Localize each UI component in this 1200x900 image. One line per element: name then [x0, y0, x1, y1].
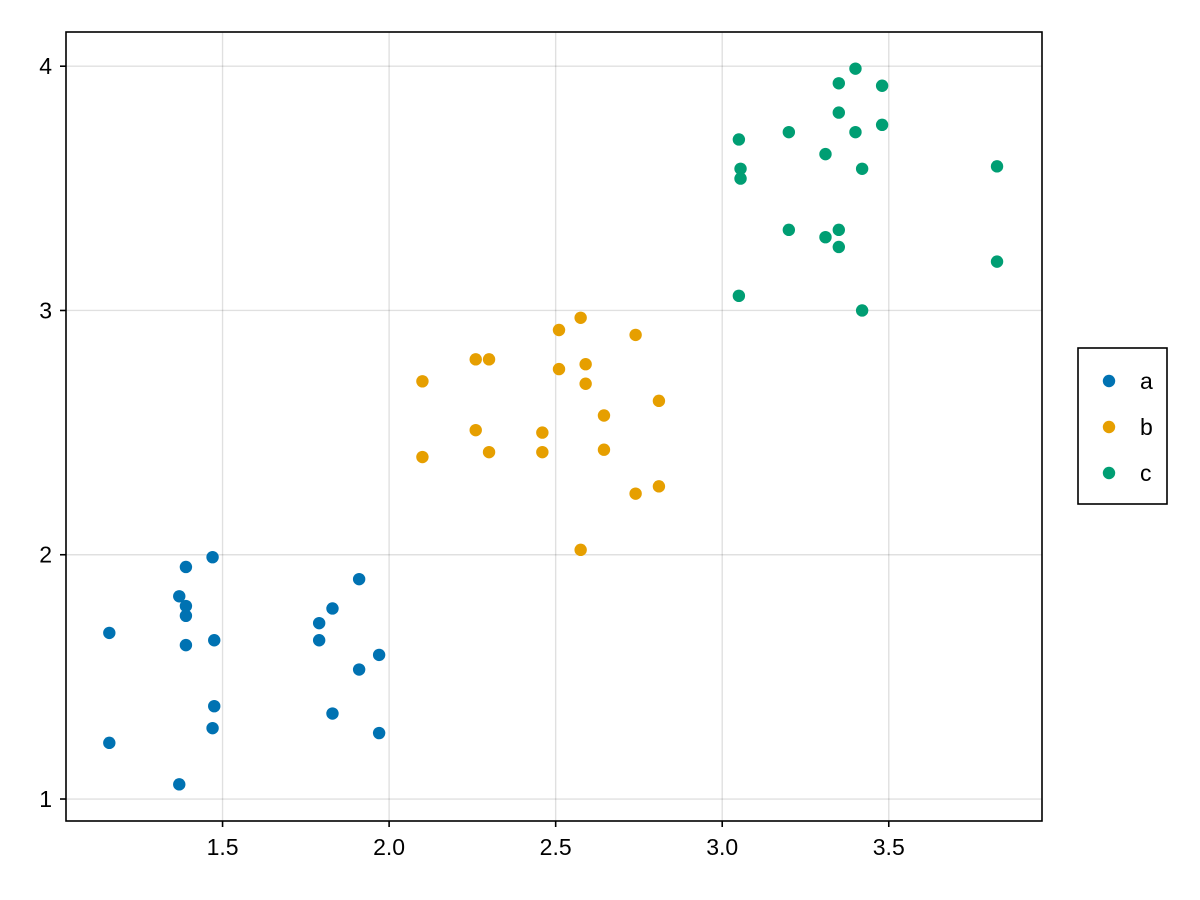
legend-frame: [1077, 347, 1168, 505]
point-series-a: [326, 602, 339, 615]
point-series-b: [482, 353, 496, 366]
point-series-c: [832, 223, 846, 237]
point-series-c: [732, 133, 746, 146]
point-series-c: [875, 118, 889, 132]
grid-lines: [66, 32, 1042, 821]
point-series-b: [629, 328, 642, 342]
point-series-b: [552, 362, 566, 376]
point-series-a: [352, 572, 366, 586]
point-series-c: [819, 230, 832, 244]
legend-label-a: a: [1140, 368, 1153, 394]
point-series-a: [372, 648, 386, 662]
point-series-a: [352, 663, 366, 676]
point-series-c: [875, 79, 889, 92]
point-series-b: [469, 423, 482, 437]
point-series-b: [536, 445, 549, 459]
x-tick-label: 3.5: [873, 834, 905, 860]
x-tick-label: 1.5: [207, 834, 239, 860]
point-series-a: [326, 707, 339, 720]
point-series-b: [652, 394, 666, 408]
x-tick-label: 3.0: [706, 834, 738, 860]
point-series-c: [832, 240, 846, 254]
point-series-a: [208, 634, 221, 647]
axis-ticks: 1.5 2.0 2.5 3.0 3.5 1 2 3 4: [39, 53, 905, 860]
plot-frame: [65, 31, 1043, 822]
point-series-c: [819, 147, 832, 161]
point-series-c: [734, 162, 747, 175]
legend-label-c: c: [1140, 460, 1152, 486]
point-series-c: [832, 77, 846, 90]
point-series-a: [179, 638, 193, 652]
y-tick-label: 4: [39, 53, 52, 79]
point-series-b: [597, 443, 611, 456]
point-series-b: [416, 375, 429, 388]
legend-marker-a: [1102, 374, 1116, 388]
point-series-a: [372, 726, 386, 740]
point-series-c: [849, 62, 862, 75]
point-series-a: [103, 626, 116, 640]
y-tick-label: 1: [39, 786, 52, 812]
point-series-a: [312, 634, 326, 647]
point-series-b: [652, 480, 666, 493]
y-tick-label: 2: [39, 542, 52, 568]
point-series-b: [469, 353, 482, 366]
point-series-a: [173, 778, 186, 791]
point-series-a: [173, 590, 186, 603]
point-series-c: [849, 125, 862, 139]
point-series-c: [732, 289, 746, 303]
point-series-b: [552, 323, 566, 337]
point-series-c: [782, 125, 796, 139]
point-series-a: [208, 699, 221, 713]
point-series-b: [536, 426, 549, 439]
point-series-b: [597, 409, 611, 422]
point-series-a: [312, 616, 326, 630]
point-series-b: [629, 487, 642, 500]
point-series-c: [782, 223, 796, 237]
point-series-a: [179, 560, 193, 574]
point-series-a: [103, 736, 116, 750]
point-series-b: [574, 311, 587, 324]
point-series-a: [179, 599, 193, 613]
point-series-b: [574, 543, 587, 557]
data-points: [103, 62, 1004, 791]
legend-marker-b: [1102, 420, 1116, 434]
legend-label-b: b: [1140, 414, 1153, 440]
point-series-a: [179, 609, 193, 623]
point-series-b: [579, 358, 592, 371]
x-tick-label: 2.5: [540, 834, 572, 860]
point-series-b: [579, 377, 592, 390]
point-series-b: [416, 450, 429, 464]
point-series-b: [482, 445, 496, 459]
y-tick-label: 3: [39, 297, 52, 323]
point-series-c: [855, 162, 869, 175]
legend: abc: [1077, 347, 1168, 505]
point-series-c: [832, 106, 846, 119]
legend-marker-c: [1102, 466, 1116, 480]
point-series-c: [734, 172, 747, 185]
point-series-a: [206, 550, 219, 564]
point-series-c: [855, 304, 869, 317]
x-tick-label: 2.0: [373, 834, 405, 860]
point-series-c: [990, 160, 1004, 173]
point-series-c: [990, 255, 1004, 268]
point-series-a: [206, 721, 219, 735]
